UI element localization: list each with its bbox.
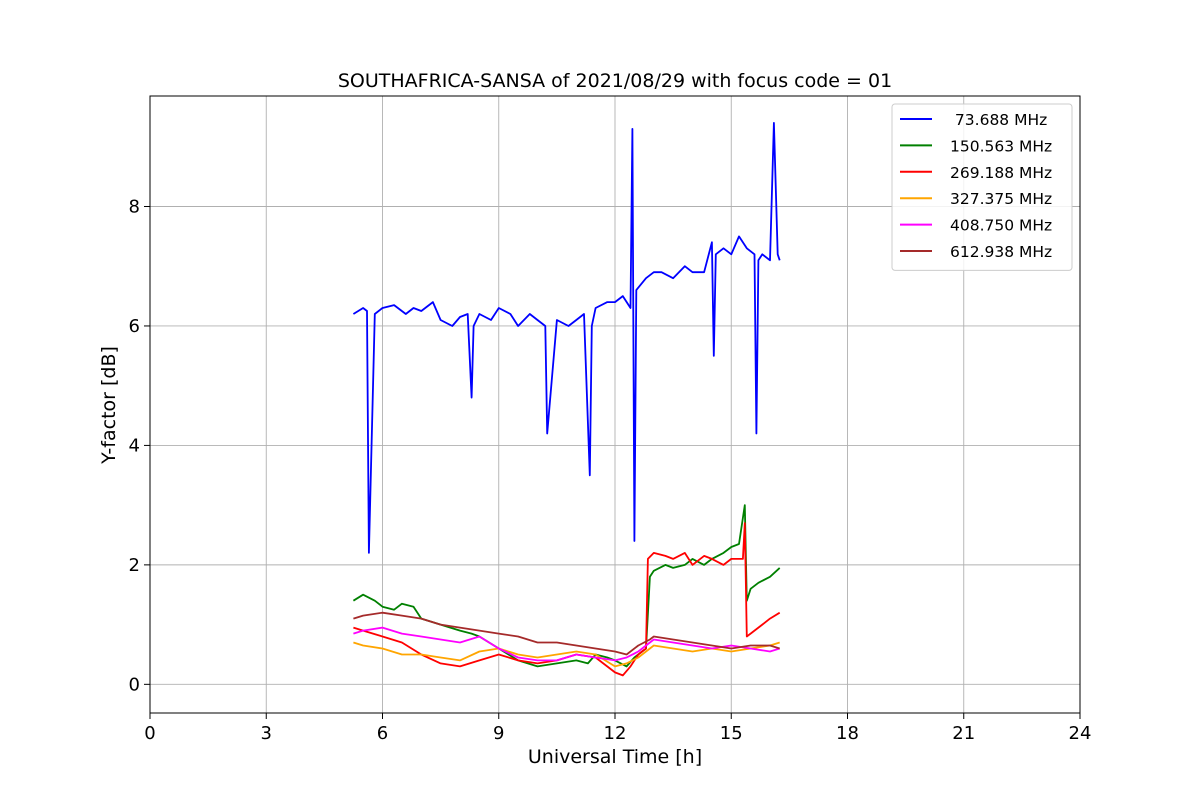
series-line-4 (353, 626, 780, 662)
x-tick-label: 0 (144, 723, 155, 744)
y-axis-label: Y-factor [dB] (98, 346, 120, 465)
legend-label: 612.938 MHz (950, 243, 1052, 261)
x-tick-label: 6 (377, 723, 388, 744)
series-line-0 (352, 122, 781, 554)
x-tick-label: 9 (493, 723, 504, 744)
x-axis-label: Universal Time [h] (528, 746, 702, 768)
y-tick-label: 2 (129, 555, 140, 576)
series-line-2 (353, 522, 781, 677)
x-tick-label: 18 (836, 723, 859, 744)
legend-label: 150.563 MHz (950, 137, 1052, 155)
x-tick-label: 24 (1069, 723, 1092, 744)
x-tick-label: 15 (720, 723, 743, 744)
x-tick-label: 12 (604, 723, 627, 744)
legend-label: 408.750 MHz (950, 217, 1052, 235)
chart-title: SOUTHAFRICA-SANSA of 2021/08/29 with foc… (338, 70, 892, 92)
legend-label: 73.688 MHz (950, 111, 1047, 129)
series-line-5 (353, 611, 780, 656)
y-tick-label: 6 (129, 316, 140, 337)
legend: 73.688 MHz 150.563 MHz 269.188 MHz 327.375 … (891, 103, 1073, 271)
y-tick-label: 8 (129, 196, 140, 217)
series-line-3 (353, 641, 780, 668)
y-tick-label: 4 (129, 435, 140, 456)
legend-label: 269.188 MHz (950, 164, 1052, 182)
x-tick-label: 3 (261, 723, 272, 744)
x-tick-label: 21 (952, 723, 975, 744)
y-tick-label: 0 (129, 674, 140, 695)
legend-label: 327.375 MHz (950, 190, 1052, 208)
legend-box (891, 103, 1073, 271)
series-group (352, 122, 781, 677)
